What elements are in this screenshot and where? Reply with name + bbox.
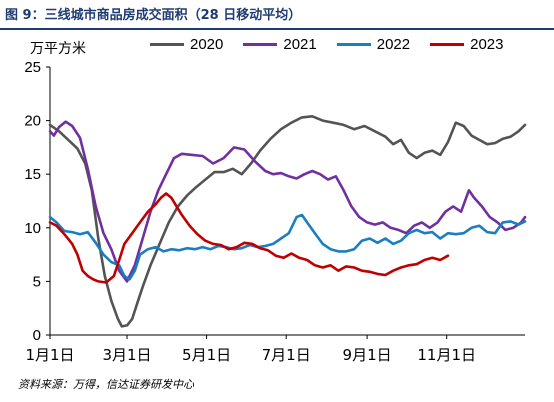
y-tick-label: 15 (24, 166, 41, 183)
legend-item-2022: 2022 (336, 36, 411, 53)
x-tick-label: 11月1日 (417, 346, 476, 364)
legend-swatch-2022 (336, 43, 371, 46)
x-tick-label: 9月1日 (343, 346, 392, 364)
x-tick-label: 1月1日 (25, 346, 74, 364)
x-tick-label: 3月1日 (102, 346, 151, 364)
series-line-2022 (48, 213, 527, 281)
x-tick-label: 5月1日 (182, 346, 231, 364)
legend-label-2022: 2022 (376, 36, 411, 53)
x-tick-label: 7月1日 (262, 346, 311, 364)
series-line-2021 (48, 120, 527, 283)
source-note: 资料来源：万得，信达证券研发中心 (18, 378, 194, 391)
series-line-2020 (48, 115, 527, 328)
legend-label-2020: 2020 (190, 36, 224, 53)
legend-label-2023: 2023 (470, 36, 504, 53)
y-tick-label: 10 (24, 220, 41, 237)
y-tick-label: 5 (33, 273, 41, 290)
chart-legend: 2020 2021 2022 2023 (150, 36, 504, 53)
legend-item-2020: 2020 (150, 36, 223, 53)
series-line-2023 (48, 192, 450, 284)
chart-title: 图 9：三线城市商品房成交面积（28 日移动平均） (5, 8, 302, 23)
title-underline (0, 28, 554, 30)
legend-item-2023: 2023 (430, 36, 504, 53)
y-tick-label: 20 (24, 113, 41, 130)
legend-item-2021: 2021 (243, 36, 317, 53)
y-axis-unit-label: 万平方米 (30, 41, 86, 57)
legend-swatch-2021 (243, 43, 278, 46)
legend-swatch-2020 (150, 43, 184, 46)
y-tick-label: 25 (24, 59, 41, 76)
y-tick-label: 0 (33, 327, 41, 344)
legend-swatch-2023 (430, 43, 465, 46)
legend-label-2021: 2021 (283, 36, 317, 53)
